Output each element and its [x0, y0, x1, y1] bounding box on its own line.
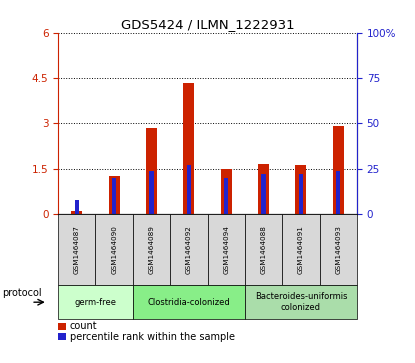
Bar	[221, 170, 232, 214]
Text: GSM1464094: GSM1464094	[223, 225, 229, 274]
Text: protocol: protocol	[2, 288, 42, 298]
Bar	[332, 126, 344, 214]
Bar	[146, 128, 157, 214]
Bar	[112, 178, 116, 214]
Text: GSM1464087: GSM1464087	[74, 225, 80, 274]
Bar	[71, 211, 82, 214]
Text: GSM1464090: GSM1464090	[111, 225, 117, 274]
Text: GSM1464089: GSM1464089	[149, 225, 154, 274]
Bar	[299, 174, 303, 214]
Text: GSM1464092: GSM1464092	[186, 225, 192, 274]
Bar	[295, 165, 306, 214]
Text: count: count	[70, 321, 98, 331]
Bar	[109, 176, 120, 214]
Bar	[336, 171, 340, 214]
Text: Bacteroides-uniformis
colonized: Bacteroides-uniformis colonized	[255, 293, 347, 312]
Title: GDS5424 / ILMN_1222931: GDS5424 / ILMN_1222931	[121, 19, 294, 32]
Bar	[261, 174, 266, 214]
Text: percentile rank within the sample: percentile rank within the sample	[70, 331, 235, 342]
Text: GSM1464091: GSM1464091	[298, 225, 304, 274]
Bar	[258, 164, 269, 214]
Bar	[183, 83, 194, 214]
Bar	[187, 165, 191, 214]
Bar	[224, 178, 228, 214]
Text: GSM1464088: GSM1464088	[261, 225, 266, 274]
Text: GSM1464093: GSM1464093	[335, 225, 341, 274]
Bar	[75, 200, 79, 214]
Text: Clostridia-colonized: Clostridia-colonized	[147, 298, 230, 307]
Text: germ-free: germ-free	[74, 298, 117, 307]
Bar	[149, 171, 154, 214]
